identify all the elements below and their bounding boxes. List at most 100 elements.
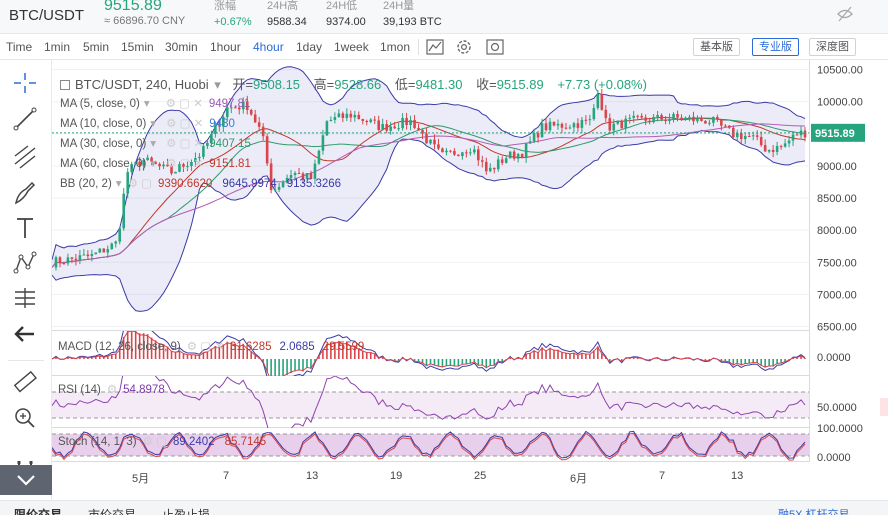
tf-1mon[interactable]: 1mon xyxy=(380,40,411,54)
legend-open: 9508.15 xyxy=(253,77,301,92)
candle-body xyxy=(743,136,747,140)
fibonacci-icon[interactable] xyxy=(10,142,40,170)
candle-body xyxy=(134,161,137,165)
candle-body xyxy=(261,126,265,137)
candle-body xyxy=(544,123,548,131)
collapse-sidebar-button[interactable] xyxy=(0,465,52,495)
candle-body xyxy=(178,164,181,172)
indicator-icon[interactable] xyxy=(424,37,446,57)
tf-4hour[interactable]: 4hour xyxy=(253,40,284,54)
ruler-icon[interactable] xyxy=(10,368,40,396)
candle-body xyxy=(457,154,460,157)
candle-body xyxy=(86,254,90,257)
tf-1day[interactable]: 1day xyxy=(296,40,323,54)
trend-line-icon[interactable] xyxy=(10,105,40,133)
tf-1min[interactable]: 1min xyxy=(44,40,71,54)
tf-1week[interactable]: 1week xyxy=(334,40,369,54)
candle-body xyxy=(584,119,588,121)
candle-body xyxy=(488,167,492,172)
candle-body xyxy=(305,173,309,179)
stoch-pane[interactable]: Stoch (14, 1, 3) ⚙ ▢ 89.2402 85.7145 xyxy=(51,428,809,462)
bollinger-lower-line xyxy=(51,129,806,312)
stoch-d-line xyxy=(51,432,806,461)
tf-1hour[interactable]: 1hour xyxy=(210,40,241,54)
candle-body xyxy=(492,167,496,170)
rsi-pane[interactable]: RSI (14) ⚙ 54.8978 xyxy=(51,355,809,443)
tf-5min[interactable]: 5min xyxy=(83,40,110,54)
pattern-icon[interactable] xyxy=(10,249,40,277)
tab-market-order[interactable]: 市价交易 xyxy=(88,508,137,515)
candle-body xyxy=(720,119,723,126)
view-depth-button[interactable]: 深度图 xyxy=(809,38,856,56)
candle-body xyxy=(624,118,628,129)
candle-body xyxy=(580,119,584,128)
candle-body xyxy=(333,117,337,120)
candle-body xyxy=(301,173,305,179)
tf-30min[interactable]: 30min xyxy=(165,40,198,54)
candle-body xyxy=(357,114,361,120)
price-pane[interactable]: BTC/USDT, 240, Huobi ▾ 开=9508.15 高=9528.… xyxy=(51,60,809,331)
indicator-ma5[interactable]: MA (5, close, 0) ▾ ⚙ ▢ ✕ 9497.81 xyxy=(60,98,251,110)
candle-body xyxy=(194,158,197,162)
legend-chevron-icon[interactable]: ▾ xyxy=(214,77,221,92)
order-tabs: 限价交易 市价交易 止盈止损 融5X 杠杆交易 xyxy=(0,500,888,515)
candle-body xyxy=(632,115,635,118)
price-axis[interactable]: 10500.0010000.009500.009000.008500.00800… xyxy=(809,60,865,334)
candle-body xyxy=(313,163,317,179)
indicator-ma30[interactable]: MA (30, close, 0) ▾ ⚙ ▢ ✕ 9407.15 xyxy=(60,138,251,150)
hide-icon[interactable] xyxy=(836,5,854,23)
toolbar-divider xyxy=(418,39,419,55)
legend-title: BTC/USDT, 240, Huobi xyxy=(75,77,209,92)
candle-body xyxy=(158,163,161,167)
candle-body xyxy=(325,121,329,136)
indicator-ma10[interactable]: MA (10, close, 0) ▾ ⚙ ▢ ✕ 9430 xyxy=(60,118,235,130)
chevron-down-icon xyxy=(17,475,35,486)
candle-body xyxy=(735,133,739,138)
candle-body xyxy=(596,93,600,108)
margin-trading-link[interactable]: 融5X 杠杆交易 xyxy=(778,509,850,515)
candle-body xyxy=(680,117,683,121)
tf-time[interactable]: Time xyxy=(6,40,33,54)
zoom-in-icon[interactable] xyxy=(10,404,40,432)
chart-toolbar: Time 1min 5min 15min 30min 1hour 4hour 1… xyxy=(0,34,888,60)
candle-body xyxy=(620,120,624,129)
view-basic-button[interactable]: 基本版 xyxy=(693,38,740,56)
candle-body xyxy=(130,164,133,173)
text-tool-icon[interactable] xyxy=(10,214,40,242)
stat-change: 涨幅 +0.67% xyxy=(214,0,252,28)
candle-body xyxy=(755,135,759,137)
drawing-tools-sidebar xyxy=(0,60,52,500)
measure-icon[interactable] xyxy=(10,284,40,312)
rsi-chart xyxy=(51,355,809,443)
settings-gear-icon[interactable] xyxy=(453,37,475,57)
view-pro-button[interactable]: 专业版 xyxy=(752,38,799,56)
time-axis[interactable]: 5月 7 13 19 25 6月 7 13 xyxy=(52,462,865,500)
tab-stop-order[interactable]: 止盈止损 xyxy=(162,508,211,515)
last-price: 9515.89 xyxy=(104,0,162,14)
price-tick-label: 8500.00 xyxy=(817,193,857,205)
candle-body xyxy=(202,146,205,157)
crosshair-icon[interactable] xyxy=(10,69,40,97)
indicator-bb[interactable]: BB (20, 2) ▾ ⚙ ▢ 9390.6620 9645.9974 9135.326… xyxy=(60,178,342,190)
screenshot-icon[interactable] xyxy=(484,37,506,57)
candle-body xyxy=(222,117,225,127)
tf-15min[interactable]: 15min xyxy=(121,40,154,54)
indicator-ma60[interactable]: MA (60, close, 0) ▾ ⚙ ▢ ✕ 9151.81 xyxy=(60,158,251,170)
macd-pane[interactable]: MACD (12, 26, close, 9) ⚙ ▢ ✕ 31.6285 2.068… xyxy=(51,318,809,391)
brush-icon[interactable] xyxy=(10,179,40,207)
candle-body xyxy=(58,257,62,264)
candle-body xyxy=(409,119,412,126)
settings-gear-icon: ⚙ ▢ xyxy=(127,178,152,190)
candle-body xyxy=(716,116,719,120)
candle-body xyxy=(528,141,532,144)
symbol-title: BTC/USDT xyxy=(9,7,84,24)
candle-body xyxy=(345,113,349,118)
candle-body xyxy=(393,126,396,129)
ticker-header: BTC/USDT 9515.89 ≈ 66896.70 CNY 涨幅 +0.67%… xyxy=(0,0,888,34)
collapse-legend-icon[interactable] xyxy=(60,80,70,90)
back-arrow-icon[interactable] xyxy=(10,320,40,348)
legend-open-label: 开= xyxy=(232,77,254,92)
legend-low-label: 低= xyxy=(394,77,416,92)
settings-gear-icon: ⚙ ▢ ✕ xyxy=(166,138,204,150)
tab-limit-order[interactable]: 限价交易 xyxy=(14,508,63,515)
